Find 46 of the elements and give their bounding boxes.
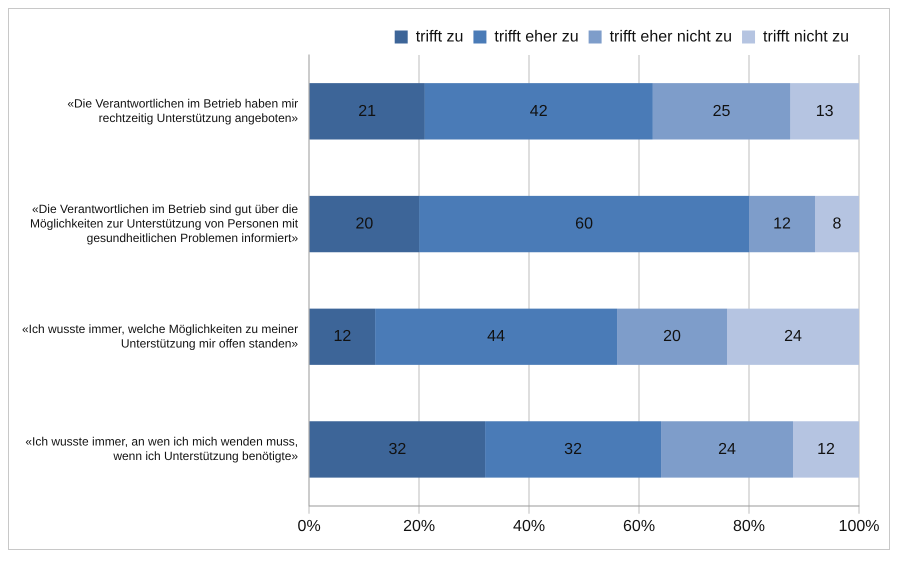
x-tick-label: 60% [623,518,656,535]
data-label: 12 [773,215,792,232]
legend-label: trifft nicht zu [763,28,850,46]
y-tick-label: «Die Verantwortlichen im Betrieb haben mir rechtzeitig Unterstützung angeboten» [67,96,298,125]
bar [310,308,376,365]
bar [310,196,420,252]
data-label: 32 [388,440,406,458]
bar [793,421,859,478]
bar [661,421,794,478]
data-label: 24 [784,328,802,346]
data-label: 44 [487,328,506,346]
bar [375,308,618,365]
legend-label: trifft eher zu [494,28,579,46]
x-tick-label: 20% [403,518,436,535]
legend-label: trifft zu [416,28,464,46]
data-label: 20 [663,328,682,346]
data-label: 13 [816,102,834,120]
data-label: 20 [355,215,374,232]
x-tick-label: 80% [733,518,766,535]
y-tick-label: «Ich wusste immer, welche Möglichkeiten zu meiner Unterstützung mir offen standen» [22,322,298,350]
data-label: 21 [358,102,376,120]
x-tick-label: 40% [513,518,546,535]
data-label: 12 [817,440,836,458]
data-label: 24 [718,440,736,458]
legend-label: trifft eher nicht zu [610,28,732,46]
data-label: 32 [564,440,582,458]
data-label: 42 [530,102,548,120]
bar [419,196,750,252]
x-tick-label: 100% [838,518,880,535]
data-label: 8 [832,215,842,232]
data-label: 25 [712,102,731,120]
bar [815,196,859,252]
bar [424,83,653,140]
bar [310,83,425,140]
bar [749,196,816,252]
y-tick-label: «Ich wusste immer, an wen ich mich wenden muss, wenn ich Unterstützung benötigte» [25,434,298,463]
bar [485,421,662,478]
bar [310,421,486,478]
x-tick-label: 0% [298,518,321,535]
bar [652,83,790,140]
data-label: 12 [333,328,352,346]
data-label: 60 [575,215,594,232]
bar [617,308,728,365]
bar [727,308,859,365]
y-tick-label: «Die Verantwortlichen im Betrieb sind gut über die Möglichkeiten zur Unterstützung von Personen mit gesundheitlichen Problemen informiert» [30,202,299,245]
bar [790,83,859,140]
